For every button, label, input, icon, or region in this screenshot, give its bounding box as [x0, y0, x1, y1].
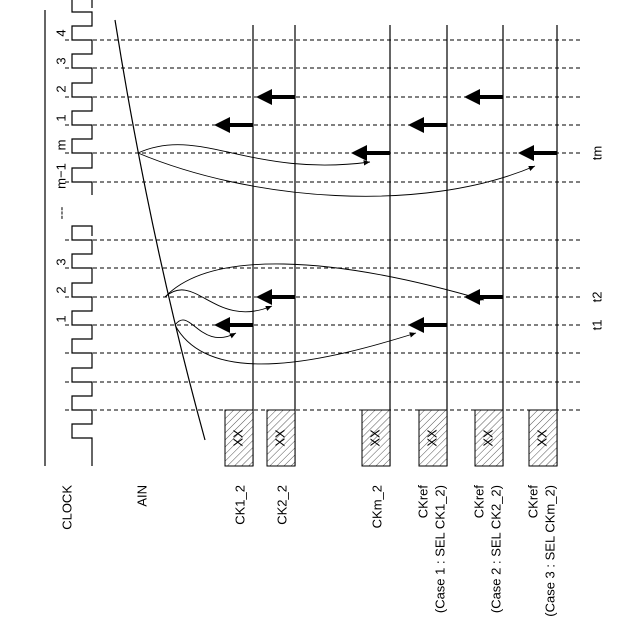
time-label: t1 [589, 320, 604, 331]
clock-label: 4 [53, 29, 68, 36]
signal-label: CKm_2 [369, 485, 384, 528]
xx-label: XX [534, 429, 549, 447]
clock-label: 3 [53, 258, 68, 265]
dashed-lines [65, 40, 582, 410]
timing-diagram: XX XX XX XX XX XX 4 3 2 1 m m−1 --- 3 2 1 tm … [0, 0, 640, 640]
clock-label: m [53, 140, 68, 151]
signal-sublabel: (Case 1 : SEL CK1_2) [432, 485, 447, 613]
signal-label: CKref [415, 485, 430, 519]
clock-gap: --- [53, 207, 68, 220]
curve-arrow [138, 145, 370, 165]
signal-label: CK2_2 [274, 485, 289, 525]
ain-curve [115, 20, 205, 440]
curve-arrow [165, 290, 272, 312]
clock-label: m−1 [53, 163, 68, 189]
time-label: t2 [589, 292, 604, 303]
clock-label: 2 [53, 85, 68, 92]
signal-label: CKref [471, 485, 486, 519]
sampling-curves [138, 145, 535, 364]
thick-arrows [226, 97, 557, 325]
signal-label: CK1_2 [232, 485, 247, 525]
signal-lines [253, 25, 557, 466]
signal-label: CKref [525, 485, 540, 519]
clock-label: 1 [53, 315, 68, 322]
xx-label: XX [272, 429, 287, 447]
xx-label: XX [480, 429, 495, 447]
signal-sublabel: (Case 2 : SEL CK2_2) [488, 485, 503, 613]
xx-label: XX [230, 429, 245, 447]
signal-label: CLOCK [59, 485, 74, 530]
curve-arrow [175, 320, 236, 338]
time-label: tm [589, 146, 604, 160]
signal-label: AIN [134, 485, 149, 507]
xx-label: XX [424, 429, 439, 447]
signal-sublabel: (Case 3 : SEL CKm_2) [542, 485, 557, 617]
xx-label: XX [367, 429, 382, 447]
curve-arrow [138, 153, 535, 196]
clock-labels: 4 3 2 1 m m−1 --- 3 2 1 [53, 29, 68, 322]
clock-label: 2 [53, 286, 68, 293]
clock-label: 1 [53, 114, 68, 121]
time-labels: tm t2 t1 [589, 146, 604, 331]
clock-label: 3 [53, 57, 68, 64]
xx-boxes: XX XX XX XX XX XX [225, 410, 557, 466]
curve-arrow [165, 264, 484, 300]
clock-waveform [72, 0, 92, 466]
signal-labels: CLOCKAINCK1_2CK2_2CKm_2CKref(Case 1 : SE… [59, 485, 557, 617]
